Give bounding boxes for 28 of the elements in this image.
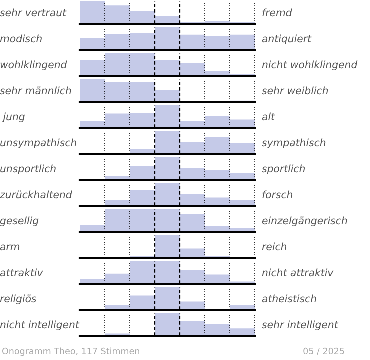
y2-axis-title: reich [262, 242, 287, 251]
y2-axis-title: fremd [262, 8, 292, 17]
text: Onogramm Theo, 117 Stimmen [2, 348, 140, 356]
y-axis-title: modisch [0, 34, 42, 43]
y2-axis-title: sympathisch [262, 138, 326, 149]
y2-axis-title: nicht wohlklingend [262, 60, 358, 71]
y-axis-title: religiös [0, 294, 37, 305]
y2-axis-title: alt [262, 112, 276, 121]
y-axis-title: unsympathisch [0, 138, 76, 149]
y2-axis-title: nicht attraktiv [262, 268, 334, 277]
y-axis-title: unsportlich [0, 164, 56, 175]
y2-axis-title: sportlich [262, 164, 306, 175]
y-axis-title: gesellig [0, 216, 39, 227]
y-axis-title: wohlklingend [0, 60, 68, 71]
y2-axis-title: sehr intelligent [262, 320, 339, 331]
y-axis-title: sehr männlich [0, 86, 72, 95]
y2-axis-title: antiquiert [262, 34, 312, 45]
y-axis-title: jung [2, 112, 25, 123]
y-axis-title: zurückhaltend [0, 190, 72, 199]
y-axis-title: nicht intelligent [0, 320, 80, 331]
text: 05 / 2025 [304, 348, 344, 356]
y2-axis-title: forsch [262, 190, 293, 199]
y2-axis-title: einzelgängerisch [262, 216, 348, 227]
y-axis-title: arm [0, 244, 20, 251]
y2-axis-title: sehr weiblich [262, 86, 328, 95]
y-axis-title: sehr vertraut [0, 8, 67, 17]
y-axis-title: attraktiv [0, 268, 44, 277]
y2-axis-title: atheistisch [262, 294, 316, 303]
